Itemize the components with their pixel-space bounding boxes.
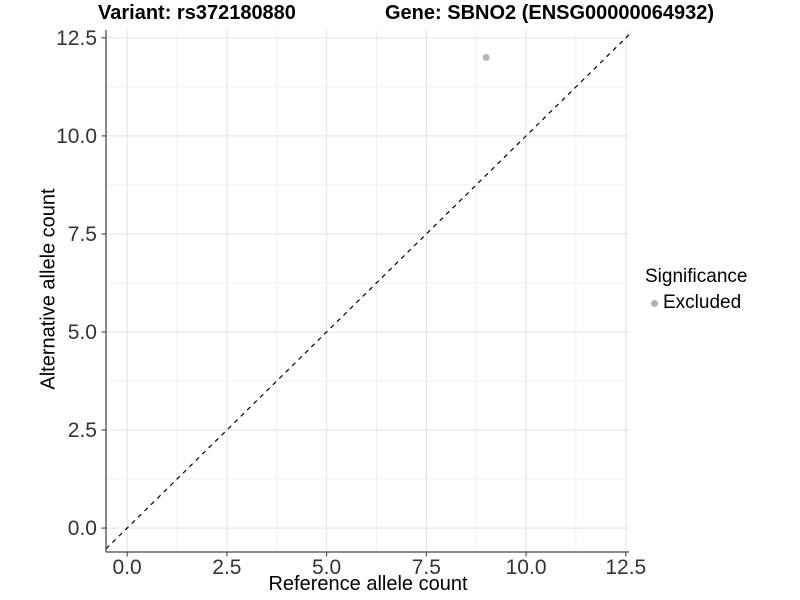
y-tick-label: 5.0	[68, 321, 97, 344]
y-tick-label: 2.5	[68, 419, 97, 442]
legend-title: Significance	[645, 266, 748, 287]
x-tick-label: 2.5	[212, 556, 241, 579]
plot-title-gene: Gene: SBNO2 (ENSG00000064932)	[385, 2, 715, 24]
x-tick-label: 7.5	[412, 556, 441, 579]
x-tick-label: 5.0	[312, 556, 341, 579]
plot-title-variant: Variant: rs372180880	[98, 2, 296, 24]
y-tick-label: 10.0	[56, 125, 97, 148]
y-tick-label: 7.5	[68, 223, 97, 246]
y-tick-label: 12.5	[56, 27, 97, 50]
x-tick-label: 0.0	[113, 556, 142, 579]
identity-line	[105, 34, 630, 550]
legend: Significance Excluded	[645, 266, 747, 314]
y-tick-label: 0.0	[68, 517, 97, 540]
x-tick-label: 10.0	[506, 556, 547, 579]
x-tick-label: 12.5	[605, 556, 646, 579]
data-point	[482, 53, 490, 61]
y-axis-title: Alternative allele count	[37, 188, 60, 390]
legend-key	[645, 294, 663, 312]
x-axis-title: Reference allele count	[268, 573, 468, 595]
legend-item-label: Excluded	[663, 292, 742, 313]
legend-item-excluded: Excluded	[645, 292, 747, 314]
legend-key-dot-icon	[650, 299, 658, 307]
